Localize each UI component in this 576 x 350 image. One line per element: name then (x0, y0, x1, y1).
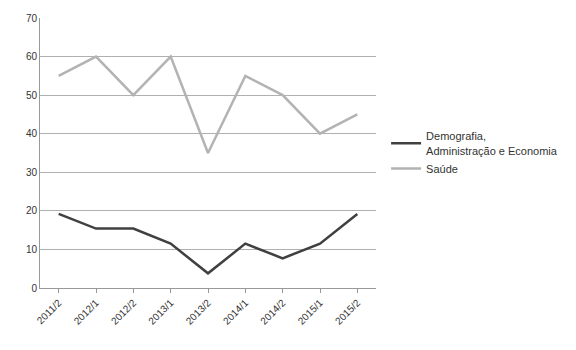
svg-text:70: 70 (26, 13, 38, 24)
svg-text:2014/1: 2014/1 (221, 297, 251, 327)
svg-text:50: 50 (26, 90, 38, 101)
svg-text:2012/2: 2012/2 (109, 297, 139, 327)
svg-text:Demografia,Administração e Eco: Demografia,Administração e Economia (426, 130, 558, 156)
svg-text:60: 60 (26, 51, 38, 62)
svg-text:30: 30 (26, 167, 38, 178)
svg-text:2012/1: 2012/1 (72, 297, 102, 327)
svg-text:0: 0 (31, 283, 37, 294)
svg-text:40: 40 (26, 128, 38, 139)
svg-text:2013/1: 2013/1 (146, 297, 176, 327)
svg-text:2015/1: 2015/1 (296, 297, 326, 327)
svg-text:2014/2: 2014/2 (258, 297, 288, 327)
svg-text:10: 10 (26, 244, 38, 255)
svg-text:Saúde: Saúde (426, 163, 458, 175)
svg-text:20: 20 (26, 205, 38, 216)
svg-text:2011/2: 2011/2 (35, 297, 64, 326)
svg-text:2013/2: 2013/2 (184, 297, 214, 327)
svg-text:2015/2: 2015/2 (333, 297, 363, 327)
